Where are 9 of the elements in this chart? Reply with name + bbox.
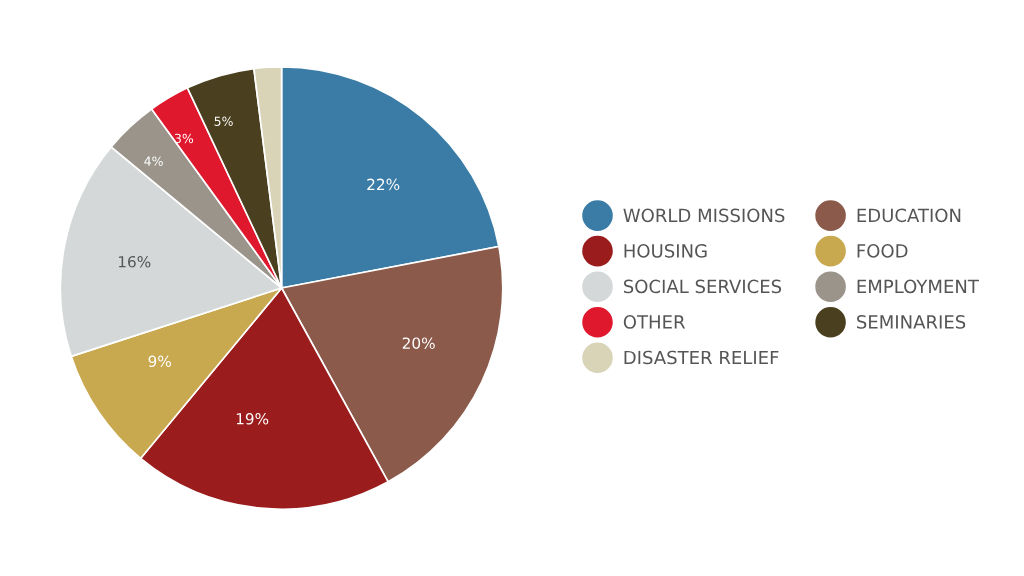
legend-label: SOCIAL SERVICES xyxy=(623,279,782,294)
legend-label: FOOD xyxy=(857,244,908,258)
legend-label: DISASTER RELIEF xyxy=(624,350,779,365)
legend-label: SEMINARIES xyxy=(857,315,966,329)
legend-label: WORLD MISSIONS xyxy=(623,208,785,223)
legend-label: EDUCATION xyxy=(857,208,961,223)
legend-label: HOUSING xyxy=(624,244,707,258)
legend-label: EMPLOYMENT xyxy=(857,279,979,294)
legend-label: OTHER xyxy=(623,315,686,329)
